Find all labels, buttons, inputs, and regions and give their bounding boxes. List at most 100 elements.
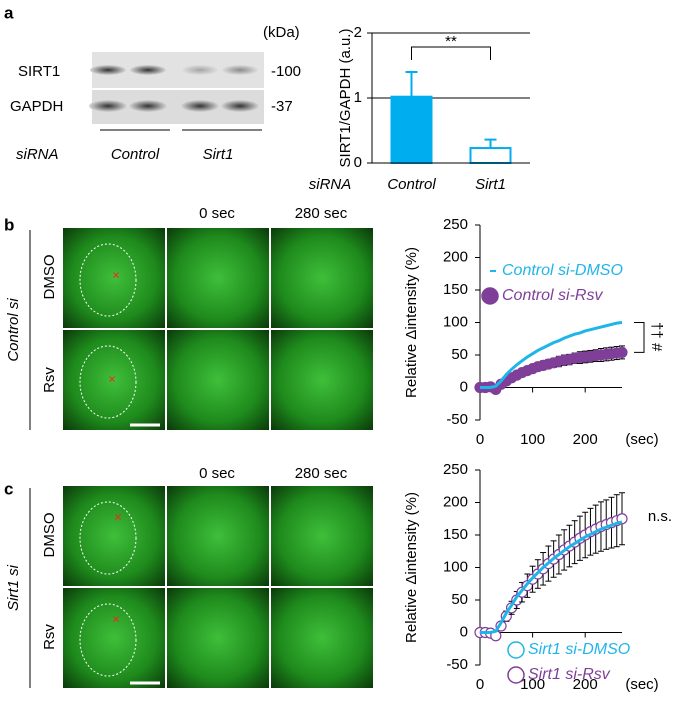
y-tick-label: 250 [443,216,468,233]
y-tick-label: 0 [460,623,468,640]
y-tick-label: 250 [443,461,468,478]
y-tick-label: 200 [443,493,468,510]
legend-label: Control si-DMSO [502,262,623,279]
blot-group: Sirt1 [203,146,234,163]
layout: × × × × [29,52,373,688]
marker [616,346,628,358]
y-tick-label: 100 [443,313,468,330]
significance: †† [648,322,665,339]
blot-band [221,100,259,112]
y-axis-label: Relative Δintensity (%) [403,247,420,398]
micrograph [167,486,269,586]
blot-band [89,100,127,112]
x-tick-label: 200 [573,431,598,448]
y-axis-label: Relative Δintensity (%) [403,492,420,643]
x-tick-label: Sirt1 [475,176,506,193]
blot-size: -100 [271,63,301,80]
significance: ** [445,33,457,50]
cell-outline [79,345,137,419]
legend-label: Sirt1 si-Rsv [528,666,611,683]
blot-band [182,65,218,75]
x-tick-label: Control [387,176,436,193]
bleach-mark: × [108,371,116,386]
micrograph [271,588,373,688]
micrograph [63,486,165,586]
bar [469,147,512,165]
significance-bracket [411,46,491,60]
y-tick-label: 0 [354,154,362,171]
y-tick-label: 50 [451,346,468,363]
x-tick-label: 200 [573,676,598,693]
x-axis-label: siRNA [309,176,352,193]
x-axis-label: (sec) [625,431,658,448]
condition-label: Sirt1 si [5,564,22,611]
micrograph [271,228,373,328]
blot-band [129,100,167,112]
legend-symbol [507,641,525,659]
y-tick-label: 50 [451,591,468,608]
cell-outline [79,603,137,677]
blot-group-label: siRNA [16,146,59,163]
bar [390,95,433,164]
micrograph [167,330,269,430]
micrograph [63,588,165,688]
treatment-label: Rsv [41,367,58,393]
y-tick-label: 150 [443,526,468,543]
legend-symbol [507,666,525,684]
cell-outline [79,243,137,317]
micrograph [271,486,373,586]
cell-outline [79,501,137,575]
blot-unit: (kDa) [263,24,300,41]
significance-bracket [634,322,645,353]
legend-label: Control si-Rsv [502,287,603,304]
x-tick-label: 0 [476,431,484,448]
y-axis-label: SIRT1/GAPDH (a.u.) [337,29,354,168]
micrograph [167,228,269,328]
blot-group: Control [111,146,160,163]
time-label: 280 sec [295,465,348,482]
y-tick-label: 2 [354,24,362,41]
x-tick-label: 100 [520,431,545,448]
blot-band [181,100,219,112]
series-line [480,520,623,634]
x-axis-label: (sec) [625,676,658,693]
time-label: 0 sec [199,205,235,222]
bleach-mark: × [114,509,122,524]
panel-label: a [4,3,14,22]
bleach-mark: × [112,267,120,282]
condition-label: Control si [5,298,22,362]
y-tick-label: 1 [354,89,362,106]
y-tick-label: -50 [446,411,468,428]
y-tick-label: 200 [443,248,468,265]
legend-label: Sirt1 si-DMSO [528,641,630,658]
blot-band [90,65,126,75]
x-tick-label: 0 [476,676,484,693]
time-label: 0 sec [199,465,235,482]
y-tick-label: 100 [443,558,468,575]
y-tick-label: 150 [443,281,468,298]
significance: n.s. [648,508,672,525]
time-label: 280 sec [295,205,348,222]
treatment-label: DMSO [41,255,58,300]
treatment-label: DMSO [41,513,58,558]
blot-row: GAPDH [10,98,63,115]
legend-symbol [481,287,499,305]
x-tick-label: 100 [520,676,545,693]
y-tick-label: 0 [460,378,468,395]
blot-band [130,65,166,75]
micrograph [271,330,373,430]
blot-band [222,65,258,75]
treatment-label: Rsv [41,624,58,650]
bleach-mark: × [112,611,120,626]
series-line [480,321,623,389]
y-tick-label: -50 [446,656,468,673]
panel-label: b [4,215,14,234]
blot-size: -37 [271,98,293,115]
significance: # [648,343,665,352]
panel-label: c [4,479,13,498]
micrograph [167,588,269,688]
